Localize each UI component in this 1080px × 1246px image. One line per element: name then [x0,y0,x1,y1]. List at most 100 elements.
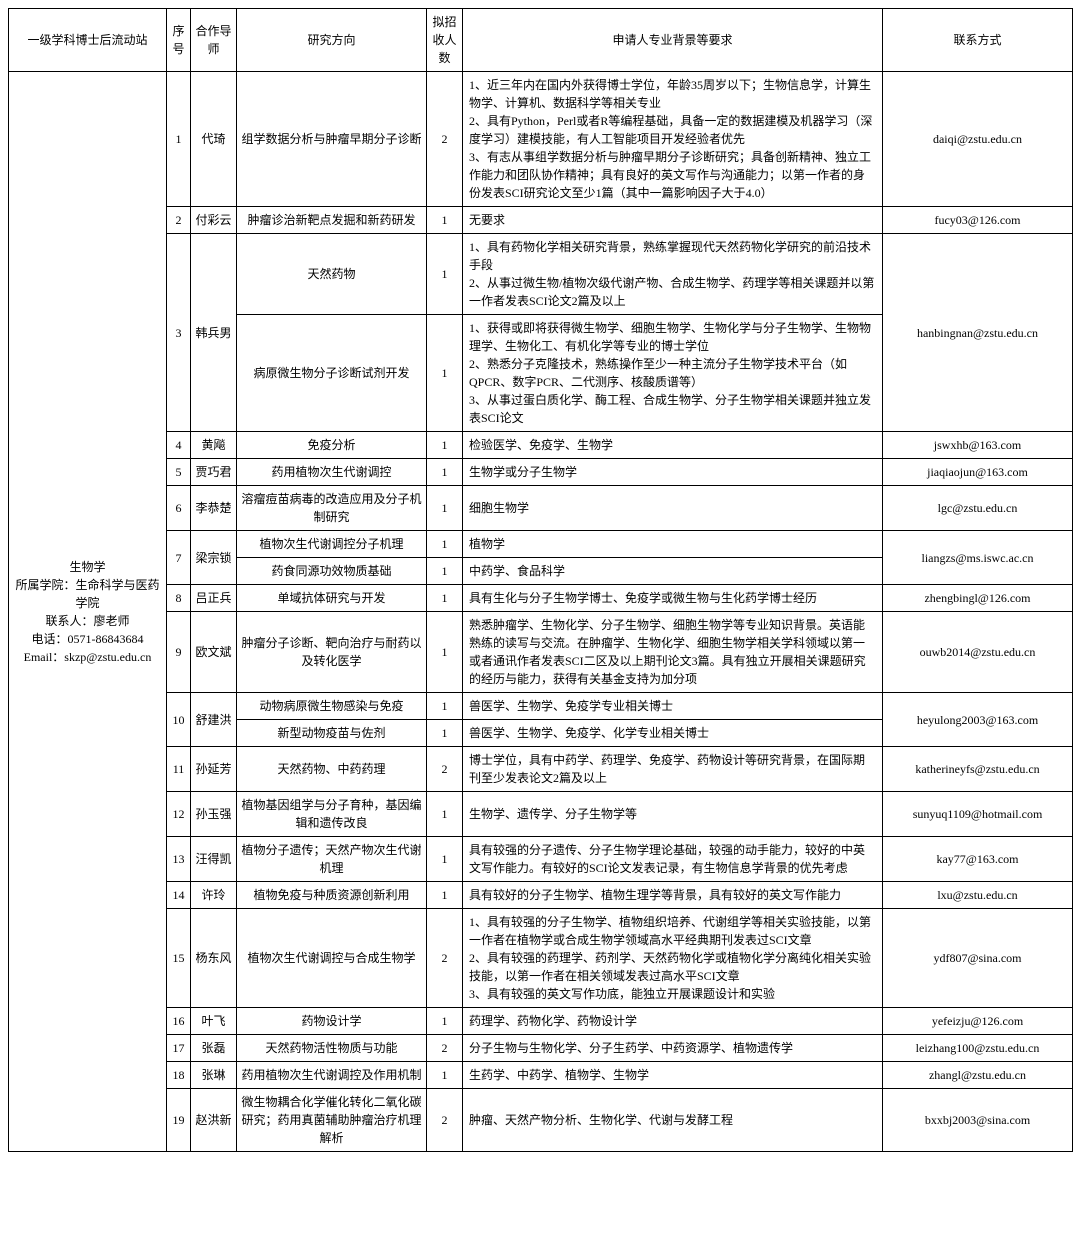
cell-idx: 4 [167,432,191,459]
cell-idx: 5 [167,459,191,486]
cell-requirements: 兽医学、生物学、免疫学、化学专业相关博士 [463,720,883,747]
cell-direction: 单域抗体研究与开发 [237,585,427,612]
cell-contact: daiqi@zstu.edu.cn [883,72,1073,207]
cell-requirements: 中药学、食品科学 [463,558,883,585]
cell-contact: liangzs@ms.iswc.ac.cn [883,531,1073,585]
cell-requirements: 植物学 [463,531,883,558]
cell-contact: jswxhb@163.com [883,432,1073,459]
cell-contact: bxxbj2003@sina.com [883,1089,1073,1152]
header-idx: 序号 [167,9,191,72]
cell-direction: 天然药物活性物质与功能 [237,1035,427,1062]
cell-requirements: 具有生化与分子生物学博士、免疫学或微生物与生化药学博士经历 [463,585,883,612]
cell-num: 1 [427,693,463,720]
cell-idx: 10 [167,693,191,747]
cell-idx: 2 [167,207,191,234]
cell-num: 1 [427,531,463,558]
cell-idx: 1 [167,72,191,207]
station-cell: 生物学所属学院：生命科学与医药学院联系人：廖老师电话：0571-86843684… [9,72,167,1152]
cell-direction: 植物免疫与种质资源创新利用 [237,882,427,909]
cell-advisor: 孙延芳 [191,747,237,792]
cell-direction: 植物次生代谢调控分子机理 [237,531,427,558]
cell-advisor: 代琦 [191,72,237,207]
table-row: 2付彩云肿瘤诊治新靶点发掘和新药研发1无要求fucy03@126.com [9,207,1073,234]
cell-idx: 19 [167,1089,191,1152]
table-row: 3韩兵男天然药物11、具有药物化学相关研究背景，熟练掌握现代天然药物化学研究的前… [9,234,1073,315]
cell-idx: 15 [167,909,191,1008]
cell-idx: 13 [167,837,191,882]
cell-advisor: 韩兵男 [191,234,237,432]
cell-direction: 肿瘤诊治新靶点发掘和新药研发 [237,207,427,234]
cell-idx: 8 [167,585,191,612]
cell-requirements: 具有较好的分子生物学、植物生理学等背景，具有较好的英文写作能力 [463,882,883,909]
cell-direction: 免疫分析 [237,432,427,459]
cell-contact: heyulong2003@163.com [883,693,1073,747]
cell-direction: 药食同源功效物质基础 [237,558,427,585]
table-row: 16叶飞药物设计学1药理学、药物化学、药物设计学yefeizju@126.com [9,1008,1073,1035]
cell-direction: 组学数据分析与肿瘤早期分子诊断 [237,72,427,207]
table-row: 12孙玉强植物基因组学与分子育种，基因编辑和遗传改良1生物学、遗传学、分子生物学… [9,792,1073,837]
cell-requirements: 生物学、遗传学、分子生物学等 [463,792,883,837]
table-row: 11孙延芳天然药物、中药药理2博士学位，具有中药学、药理学、免疫学、药物设计等研… [9,747,1073,792]
cell-requirements: 分子生物与生物化学、分子生药学、中药资源学、植物遗传学 [463,1035,883,1062]
cell-advisor: 叶飞 [191,1008,237,1035]
cell-num: 1 [427,486,463,531]
cell-advisor: 舒建洪 [191,693,237,747]
cell-idx: 7 [167,531,191,585]
cell-num: 1 [427,315,463,432]
cell-direction: 微生物耦合化学催化转化二氧化碳研究；药用真菌辅助肿瘤治疗机理解析 [237,1089,427,1152]
cell-requirements: 1、获得或即将获得微生物学、细胞生物学、生物化学与分子生物学、生物物理学、生物化… [463,315,883,432]
cell-direction: 溶瘤痘苗病毒的改造应用及分子机制研究 [237,486,427,531]
cell-advisor: 张琳 [191,1062,237,1089]
table-row: 7梁宗锁植物次生代谢调控分子机理1植物学liangzs@ms.iswc.ac.c… [9,531,1073,558]
cell-num: 1 [427,432,463,459]
cell-num: 1 [427,207,463,234]
cell-requirements: 肿瘤、天然产物分析、生物化学、代谢与发酵工程 [463,1089,883,1152]
cell-num: 1 [427,612,463,693]
cell-num: 2 [427,1089,463,1152]
table-row: 14许玲植物免疫与种质资源创新利用1具有较好的分子生物学、植物生理学等背景，具有… [9,882,1073,909]
cell-num: 1 [427,837,463,882]
header-requirements: 申请人专业背景等要求 [463,9,883,72]
table-row: 19赵洪新微生物耦合化学催化转化二氧化碳研究；药用真菌辅助肿瘤治疗机理解析2肿瘤… [9,1089,1073,1152]
header-num: 拟招收人数 [427,9,463,72]
cell-idx: 12 [167,792,191,837]
cell-num: 2 [427,909,463,1008]
cell-contact: lgc@zstu.edu.cn [883,486,1073,531]
header-advisor: 合作导师 [191,9,237,72]
cell-contact: yefeizju@126.com [883,1008,1073,1035]
cell-direction: 药用植物次生代谢调控及作用机制 [237,1062,427,1089]
table-row: 17张磊天然药物活性物质与功能2分子生物与生物化学、分子生药学、中药资源学、植物… [9,1035,1073,1062]
cell-advisor: 许玲 [191,882,237,909]
cell-direction: 肿瘤分子诊断、靶向治疗与耐药以及转化医学 [237,612,427,693]
cell-direction: 药用植物次生代谢调控 [237,459,427,486]
cell-num: 1 [427,1062,463,1089]
cell-contact: kay77@163.com [883,837,1073,882]
cell-requirements: 博士学位，具有中药学、药理学、免疫学、药物设计等研究背景，在国际期刊至少发表论文… [463,747,883,792]
header-station: 一级学科博士后流动站 [9,9,167,72]
cell-direction: 新型动物疫苗与佐剂 [237,720,427,747]
table-row: 生物学所属学院：生命科学与医药学院联系人：廖老师电话：0571-86843684… [9,72,1073,207]
table-row: 5贾巧君药用植物次生代谢调控1生物学或分子生物学jiaqiaojun@163.c… [9,459,1073,486]
cell-contact: ydf807@sina.com [883,909,1073,1008]
cell-num: 1 [427,585,463,612]
cell-advisor: 黄飚 [191,432,237,459]
cell-num: 2 [427,1035,463,1062]
cell-idx: 11 [167,747,191,792]
cell-num: 1 [427,882,463,909]
cell-direction: 动物病原微生物感染与免疫 [237,693,427,720]
cell-contact: leizhang100@zstu.edu.cn [883,1035,1073,1062]
cell-requirements: 具有较强的分子遗传、分子生物学理论基础，较强的动手能力，较好的中英文写作能力。有… [463,837,883,882]
cell-idx: 17 [167,1035,191,1062]
cell-direction: 植物次生代谢调控与合成生物学 [237,909,427,1008]
cell-contact: zhengbingl@126.com [883,585,1073,612]
cell-requirements: 生药学、中药学、植物学、生物学 [463,1062,883,1089]
cell-num: 2 [427,72,463,207]
cell-requirements: 1、具有较强的分子生物学、植物组织培养、代谢组学等相关实验技能，以第一作者在植物… [463,909,883,1008]
cell-advisor: 梁宗锁 [191,531,237,585]
cell-num: 1 [427,720,463,747]
cell-contact: zhangl@zstu.edu.cn [883,1062,1073,1089]
cell-direction: 植物分子遗传；天然产物次生代谢机理 [237,837,427,882]
table-row: 13汪得凯植物分子遗传；天然产物次生代谢机理1具有较强的分子遗传、分子生物学理论… [9,837,1073,882]
table-row: 15杨东风植物次生代谢调控与合成生物学21、具有较强的分子生物学、植物组织培养、… [9,909,1073,1008]
table-row: 18张琳药用植物次生代谢调控及作用机制1生药学、中药学、植物学、生物学zhang… [9,1062,1073,1089]
